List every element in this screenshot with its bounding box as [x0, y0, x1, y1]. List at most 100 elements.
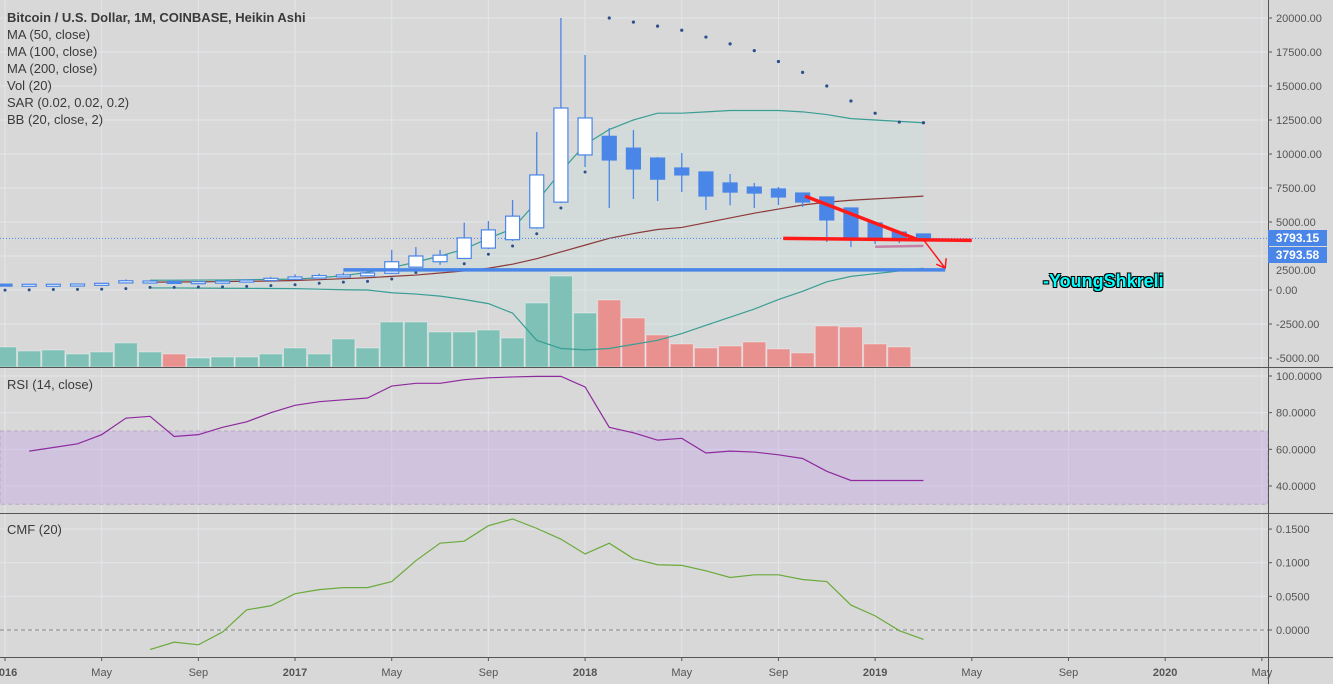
price-tick-label: 10000.00 — [1276, 149, 1322, 161]
sar-dot — [680, 28, 684, 32]
cmf-pane-label[interactable]: CMF (20) — [7, 522, 62, 537]
volume-bar-down — [814, 325, 839, 368]
volume-bar-up — [355, 347, 380, 368]
volume-bar-down — [766, 348, 791, 368]
indicator-ma200[interactable]: MA (200, close) — [7, 61, 98, 76]
sar-dot — [124, 287, 128, 291]
time-tick-label: Sep — [479, 667, 499, 679]
sar-dot — [921, 121, 926, 125]
sar-dot — [801, 70, 805, 74]
candle-down — [698, 171, 714, 197]
volume-bar-down — [597, 299, 622, 368]
volume-bar-up — [210, 356, 235, 368]
candle-down — [649, 157, 666, 180]
volume-bar-down — [790, 352, 815, 368]
price-tick-label: 7500.00 — [1276, 183, 1316, 195]
price-tick-label: 0.00 — [1276, 285, 1297, 297]
sar-dot — [631, 20, 636, 24]
sar-dot — [511, 244, 515, 248]
symbol-title[interactable]: Bitcoin / U.S. Dollar, 1M, COINBASE, Hei… — [7, 10, 306, 25]
sar-dot — [583, 170, 587, 174]
candle-up — [263, 277, 279, 282]
candle-up — [214, 280, 231, 284]
volume-bar-up — [138, 351, 163, 368]
candle-down — [166, 280, 182, 285]
rsi-line — [29, 375, 924, 482]
volume-bar-up — [258, 353, 283, 368]
volume-bar-down — [838, 326, 863, 368]
candle-up — [94, 282, 110, 286]
candle-up — [553, 107, 569, 203]
time-tick-label: May — [961, 667, 982, 679]
volume-bar-down — [718, 345, 743, 368]
candle-down — [674, 167, 690, 176]
volume-bar-up — [113, 342, 138, 368]
close-price-tag: 3793.58 — [1268, 247, 1327, 263]
last-price-tag: 3793.15 — [1268, 230, 1327, 246]
price-tick-label: 20000.00 — [1276, 13, 1322, 25]
cmf-tick-label: 0.1500 — [1276, 524, 1310, 536]
time-tick-label: 2020 — [1153, 667, 1177, 679]
sar-dot — [414, 271, 418, 275]
indicator-ma100[interactable]: MA (100, close) — [7, 44, 98, 59]
time-tick-label: 2016 — [0, 667, 17, 679]
volume-bar-up — [307, 353, 332, 368]
arrow-drawing — [922, 239, 946, 269]
sar-dot — [462, 262, 466, 266]
indicator-vol[interactable]: Vol (20) — [7, 78, 52, 93]
sar-dot — [76, 287, 80, 291]
volume-bar-up — [403, 321, 428, 368]
time-tick-label: 2017 — [283, 667, 307, 679]
candle-down — [625, 147, 642, 170]
candle-down — [770, 188, 787, 198]
volume-bar-down — [887, 346, 912, 368]
candle-up — [287, 276, 303, 280]
price-tick-label: 5000.00 — [1276, 217, 1316, 229]
candle-up — [335, 274, 351, 278]
time-tick-label: 2019 — [863, 667, 887, 679]
sar-dot — [221, 285, 225, 289]
indicator-bb[interactable]: BB (20, close, 2) — [7, 112, 104, 127]
indicator-sar[interactable]: SAR (0.02, 0.02, 0.2) — [7, 95, 130, 110]
indicator-ma50[interactable]: MA (50, close) — [7, 27, 91, 42]
sar-dot — [148, 285, 152, 289]
time-tick-label: Sep — [769, 667, 789, 679]
rsi-pane-label[interactable]: RSI (14, close) — [7, 377, 93, 392]
candle-up — [21, 283, 37, 287]
price-tick-label: 17500.00 — [1276, 47, 1322, 59]
sar-dot — [27, 288, 31, 292]
time-tick-label: May — [91, 667, 112, 679]
time-tick-label: May — [381, 667, 402, 679]
sar-dot — [366, 279, 370, 283]
volume-bar-down — [693, 347, 718, 368]
sar-dot — [776, 59, 781, 64]
rsi-tick-label: 40.0000 — [1276, 481, 1316, 493]
horizontal-drawing — [875, 244, 924, 249]
candle-up — [69, 283, 86, 287]
candle-up — [239, 279, 255, 283]
time-tick-label: May — [671, 667, 692, 679]
candle-up — [577, 117, 593, 156]
candle-up — [408, 255, 424, 268]
sar-dot — [535, 232, 539, 236]
volume-bar-down — [863, 343, 888, 368]
candle-up — [359, 272, 376, 277]
cmf-tick-label: 0.0500 — [1276, 591, 1310, 603]
sar-dot — [728, 42, 732, 46]
moving-average-line — [150, 195, 924, 283]
sar-dot — [51, 288, 55, 292]
sar-dot — [293, 283, 297, 287]
volume-bar-up — [573, 312, 598, 368]
sar-dot — [172, 285, 176, 289]
time-tick-label: Sep — [189, 667, 209, 679]
volume-bar-up — [500, 337, 525, 368]
volume-bar-down — [669, 343, 694, 368]
volume-bar-up — [524, 302, 549, 368]
price-tick-label: -2500.00 — [1276, 319, 1319, 331]
sar-dot — [341, 280, 345, 284]
sar-dot — [100, 287, 104, 291]
cmf-tick-label: 0.0000 — [1276, 625, 1310, 637]
cmf-line — [149, 518, 924, 651]
sar-dot — [897, 120, 901, 124]
